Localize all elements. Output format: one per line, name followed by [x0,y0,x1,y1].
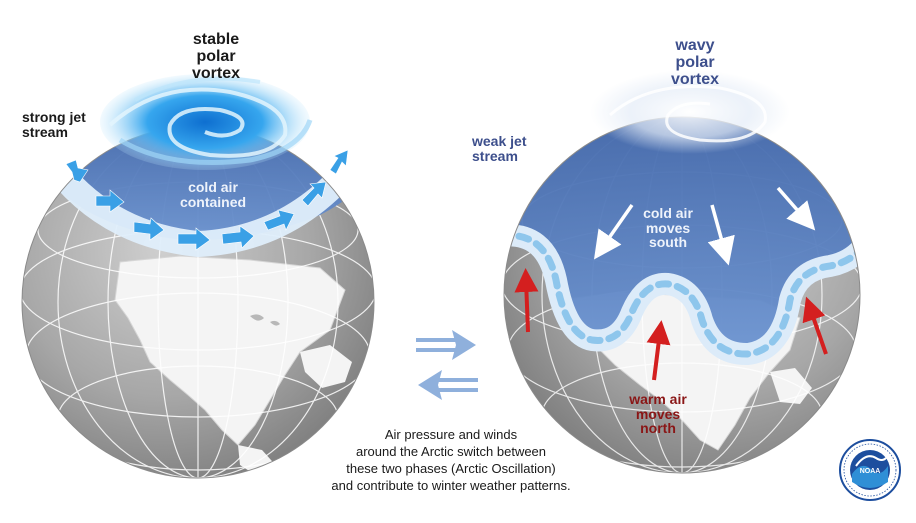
diagram-caption: Air pressure and winds around the Arctic… [331,427,571,494]
left-globe [21,74,375,479]
noaa-logo-text: NOAA [860,468,881,475]
warm-air-arrows [514,268,828,381]
jet-arrow [329,149,349,175]
warm-arrow [646,320,671,381]
jet-arrow [263,209,295,231]
stable-vortex-swirl [100,74,313,170]
cold-arrow [593,203,634,260]
phase-switch-arrows [416,330,478,400]
cold-air-moves-south-label: cold air moves south [643,205,693,251]
jet-arrow [65,159,89,183]
jet-arrow [221,225,255,249]
switch-arrow-right [416,330,476,360]
jet-arrow [301,181,327,207]
jet-arrow [95,189,125,213]
warm-arrow [802,296,828,355]
jet-arrow [177,227,211,251]
jet-arrow [133,217,165,241]
strong-jet-arrows [65,149,349,251]
cold-air-arrows [593,186,816,266]
cold-arrow [707,204,735,266]
right-globe [503,70,861,474]
weak-jet-stream-label: weak jet stream [472,133,527,164]
warm-air-moves-north-label: warm air moves north [629,391,687,437]
noaa-logo: NOAA [839,439,901,501]
wavy-polar-vortex-label: wavy polar vortex [670,37,720,88]
cold-air-contained-label: cold air contained [179,179,247,210]
warm-arrow [514,268,539,333]
stable-polar-vortex-label: stable polar vortex [191,31,241,82]
switch-arrow-left [418,370,478,400]
wavy-vortex-swirl [590,70,790,154]
cold-arrow [776,186,816,231]
cold-air-region-right [504,117,860,351]
strong-jet-stream-label: strong jet stream [22,109,86,140]
